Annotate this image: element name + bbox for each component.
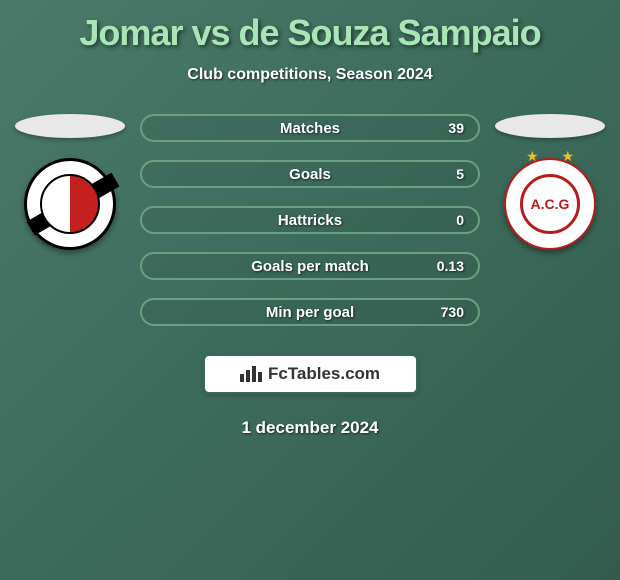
stat-label: Goals [289,166,331,183]
chart-icon [240,366,262,382]
page-title: Jomar vs de Souza Sampaio [0,0,620,54]
date-text: 1 december 2024 [0,418,620,438]
star-icon: ★ [561,148,574,165]
stat-right-value: 0.13 [437,258,464,274]
club-logo-right: ★ ★ A.C.G [504,158,596,250]
brand-box: FcTables.com [203,354,418,394]
content-area: Matches 39 Goals 5 Hattricks 0 Goals per… [0,114,620,326]
stat-row-goals: Goals 5 [140,160,480,188]
stat-right-value: 0 [456,212,464,228]
stat-label: Min per goal [266,304,354,321]
stat-row-hattricks: Hattricks 0 [140,206,480,234]
subtitle: Club competitions, Season 2024 [0,66,620,84]
star-icon: ★ [526,148,539,165]
stat-label: Goals per match [251,258,369,275]
player-right-oval [495,114,605,138]
stats-column: Matches 39 Goals 5 Hattricks 0 Goals per… [140,114,480,326]
brand-text: FcTables.com [268,364,380,384]
stat-row-mpg: Min per goal 730 [140,298,480,326]
left-column [10,114,130,250]
stat-row-gpm: Goals per match 0.13 [140,252,480,280]
right-column: ★ ★ A.C.G [490,114,610,250]
stat-label: Matches [280,120,340,137]
stat-right-value: 730 [441,304,464,320]
player-left-oval [15,114,125,138]
stat-row-matches: Matches 39 [140,114,480,142]
logo-right-text: A.C.G [520,174,580,234]
stat-right-value: 39 [448,120,464,136]
stat-right-value: 5 [456,166,464,182]
club-logo-left [24,158,116,250]
stat-label: Hattricks [278,212,342,229]
